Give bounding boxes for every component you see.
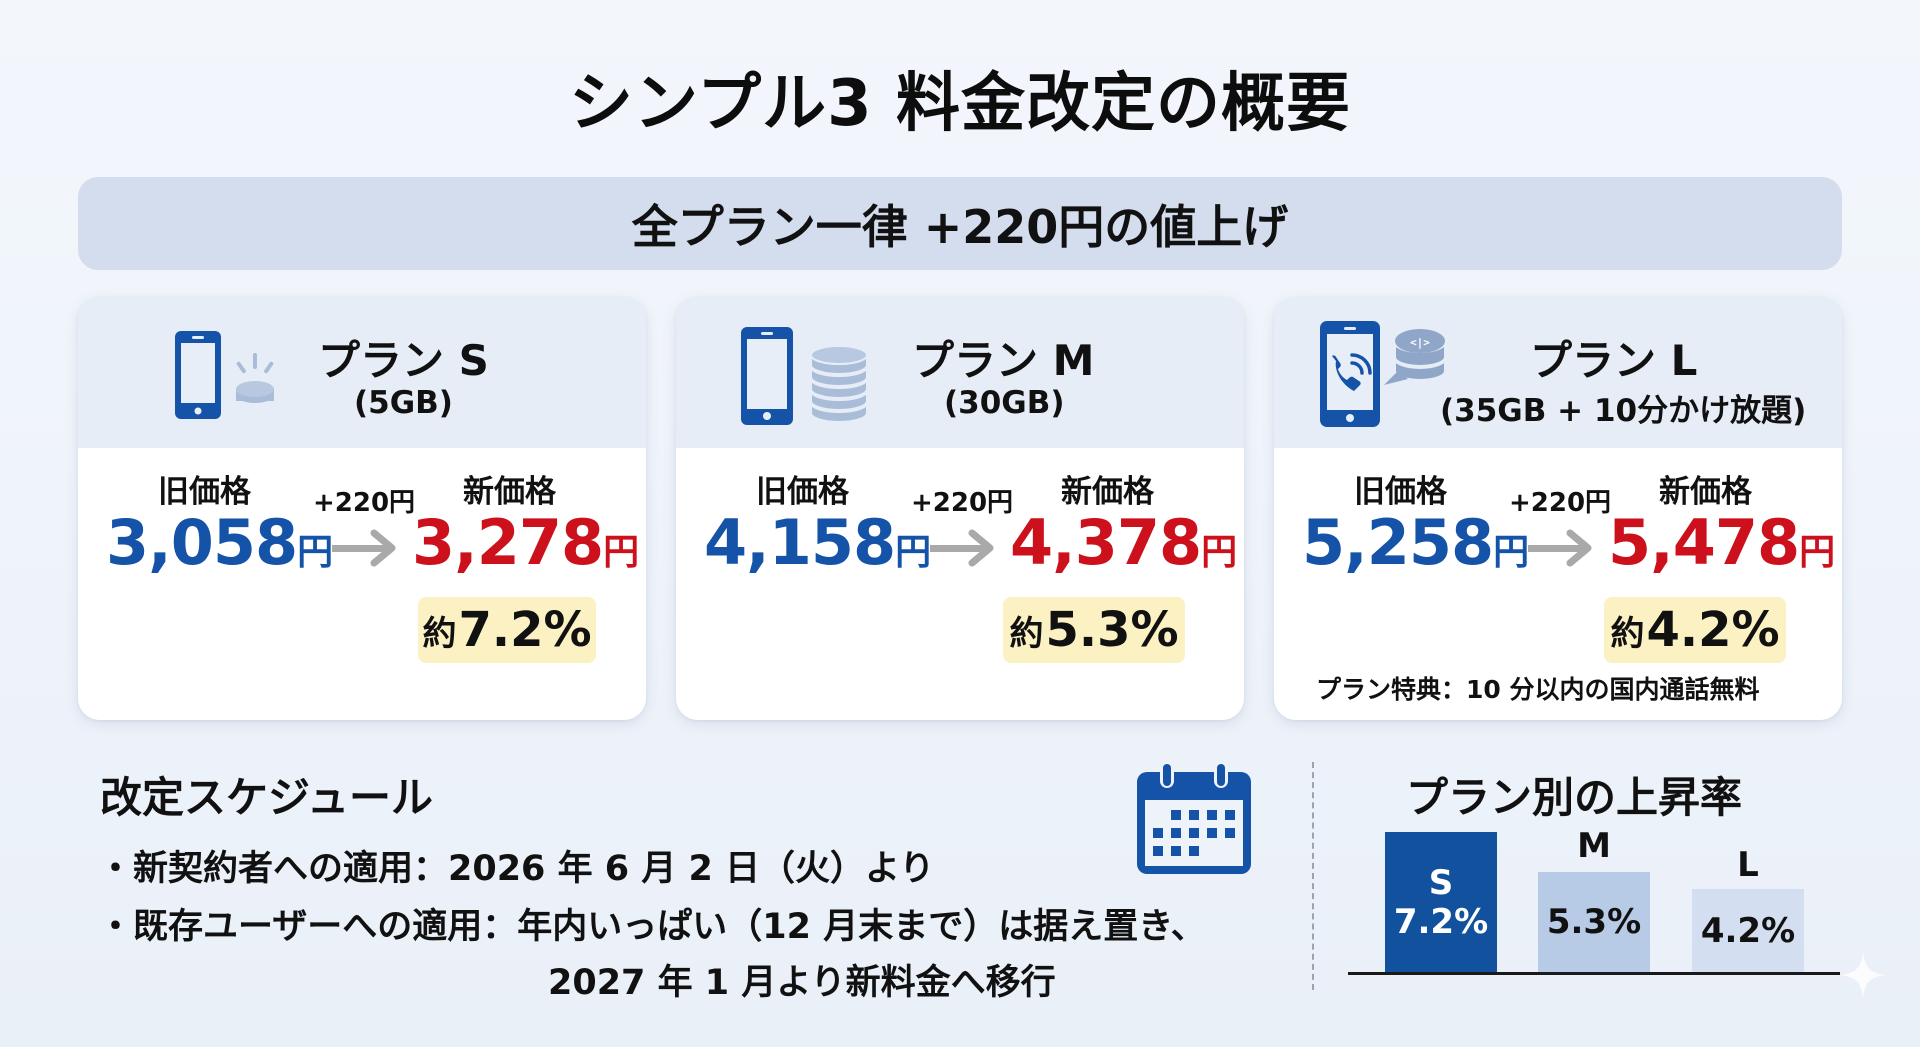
schedule-item-new-contracts: ・新契約者への適用：2026 年 6 月 2 日（火）より [98, 849, 935, 889]
schedule-title: 改定スケジュール [100, 773, 434, 822]
old-price: 3,058円 [106, 506, 334, 579]
bar-l-value: 4.2% [1700, 910, 1796, 951]
increase-badge: 約 4.2% [1604, 597, 1786, 663]
schedule-item-existing-users-cont: 2027 年 1 月より新料金へ移行 [548, 963, 1056, 1003]
arrow-right-icon [332, 529, 396, 567]
phone-data-stack-icon [741, 327, 868, 425]
phone-call-data-icon: <|> [1320, 321, 1446, 427]
section-divider [1312, 762, 1314, 990]
chart-title: プラン別の上昇率 [1406, 773, 1743, 822]
old-price: 5,258円 [1302, 506, 1530, 579]
headline-banner: 全プラン一律 +220円の値上げ [78, 177, 1842, 270]
plan-name: プラン S [318, 336, 489, 385]
plan-name: プラン L [1530, 336, 1698, 385]
increase-badge: 約 5.3% [1003, 597, 1185, 663]
new-price: 5,478円 [1608, 506, 1836, 579]
plan-data-amount: (35GB + 10分かけ放題) [1440, 393, 1807, 429]
plan-card-body: 旧価格 +220円 新価格 4,158円 4,378円 約 5.3% [676, 448, 1244, 720]
old-price-label: 旧価格 [158, 474, 251, 510]
plan-card-m: プラン M (30GB) 旧価格 +220円 新価格 4,158円 4,378円… [676, 297, 1244, 720]
arrow-right-icon [1528, 529, 1592, 567]
plan-data-amount: (5GB) [354, 385, 453, 421]
plan-card-l: <|> プラン L (35GB + 10分かけ放題) 旧価格 +220円 新価格… [1274, 297, 1842, 720]
arrow-right-icon [930, 529, 994, 567]
bar-s: S 7.2% [1385, 832, 1497, 974]
phone-small-data-icon [175, 331, 274, 419]
increase-badge: 約 7.2% [418, 597, 596, 663]
price-diff: +220円 [313, 488, 416, 518]
chart-baseline [1348, 972, 1840, 975]
bar-l: 4.2% [1692, 889, 1804, 974]
bar-s-value: 7.2% [1393, 902, 1489, 942]
new-price-label: 新価格 [1659, 474, 1752, 510]
old-price-label: 旧価格 [1354, 474, 1447, 510]
headline-text: 全プラン一律 +220円の値上げ [631, 199, 1289, 254]
bar-s-category: S [1428, 862, 1454, 903]
svg-text:<|>: <|> [1410, 336, 1430, 349]
new-price-label: 新価格 [463, 474, 556, 510]
new-price: 4,378円 [1010, 506, 1238, 579]
bar-m: 5.3% [1538, 872, 1650, 974]
plan-data-amount: (30GB) [944, 385, 1065, 421]
plan-card-body: 旧価格 +220円 新価格 3,058円 3,278円 約 7.2% [78, 448, 646, 720]
schedule-item-existing-users: ・既存ユーザーへの適用：年内いっぱい（12 月末まで）は据え置き、 [98, 907, 1206, 947]
bar-m-category: M [1577, 826, 1611, 866]
plan-card-s: プラン S (5GB) 旧価格 +220円 新価格 3,058円 3,278円 … [78, 297, 646, 720]
plan-perk-note: プラン特典：10 分以内の国内通話無料 [1316, 675, 1760, 704]
sparkle-icon [1840, 952, 1886, 998]
plan-card-header: プラン M (30GB) [676, 297, 1244, 448]
page-title: シンプル3 料金改定の概要 [569, 67, 1351, 141]
calendar-icon [1137, 762, 1251, 874]
price-diff: +220円 [911, 488, 1014, 518]
bar-m-value: 5.3% [1546, 902, 1642, 943]
new-price-label: 新価格 [1061, 474, 1154, 510]
plan-name: プラン M [912, 336, 1095, 385]
old-price: 4,158円 [704, 506, 932, 579]
plan-card-body: 旧価格 +220円 新価格 5,258円 5,478円 約 4.2% プラン特典：… [1274, 448, 1842, 720]
new-price: 3,278円 [412, 506, 640, 579]
bar-l-category: L [1737, 845, 1759, 885]
plan-card-header: <|> プラン L (35GB + 10分かけ放題) [1274, 297, 1842, 448]
old-price-label: 旧価格 [756, 474, 849, 510]
plan-card-header: プラン S (5GB) [78, 297, 646, 448]
price-diff: +220円 [1509, 488, 1612, 518]
